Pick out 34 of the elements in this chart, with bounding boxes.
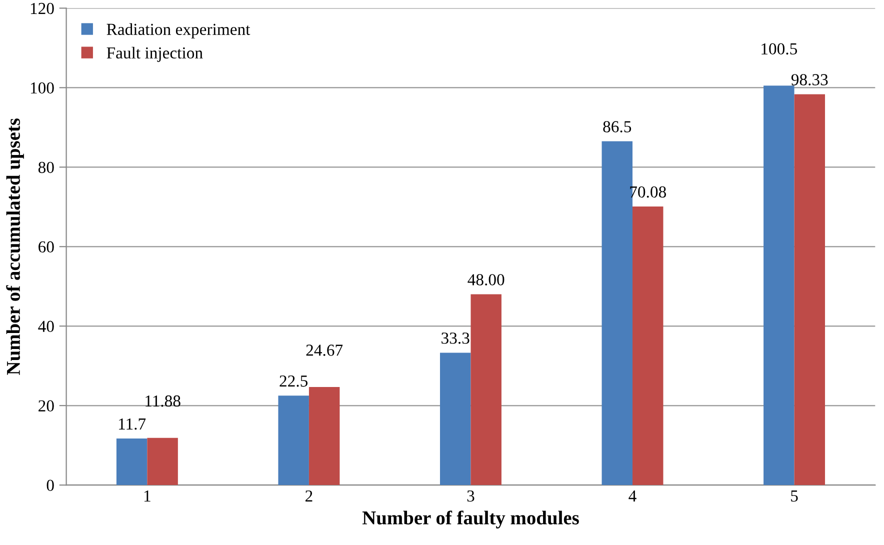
data-label: 98.33 (791, 74, 828, 86)
bar (147, 438, 178, 486)
data-label: 33.3 (442, 332, 470, 344)
x-tick-label: 2 (306, 490, 312, 502)
data-label: 100.5 (762, 43, 798, 55)
x-axis-title: Number of faulty modules (362, 510, 579, 528)
bar (794, 94, 826, 486)
bar (278, 396, 309, 486)
x-tick-label: 4 (628, 490, 636, 502)
bar (308, 387, 340, 486)
bar (632, 206, 664, 486)
x-tick-label: 1 (144, 490, 150, 502)
y-tick-label: 40 (38, 320, 54, 332)
y-tick-label: 120 (30, 2, 54, 14)
data-label: 86.5 (603, 121, 632, 132)
legend-label: Radiation experiment (106, 23, 250, 38)
data-label: 48.00 (468, 274, 504, 286)
bar (764, 86, 794, 486)
x-tick-label: 5 (791, 490, 798, 502)
y-tick-label: 20 (38, 400, 54, 412)
y-tick-label: 80 (38, 162, 54, 174)
y-axis-title: Number of accumulated upsets (6, 118, 24, 375)
bar (470, 294, 502, 486)
y-tick-label: 60 (38, 241, 54, 253)
data-label: 24.67 (306, 344, 343, 356)
x-tick-label: 3 (467, 490, 474, 502)
legend-label: Fault injection (106, 46, 203, 62)
y-tick-label: 0 (46, 480, 54, 491)
data-label: 11.88 (146, 395, 180, 407)
bar (116, 438, 148, 486)
y-tick-label: 100 (30, 82, 54, 94)
data-label: 11.7 (119, 418, 146, 430)
data-label: 22.5 (280, 375, 308, 387)
bar (440, 352, 471, 486)
